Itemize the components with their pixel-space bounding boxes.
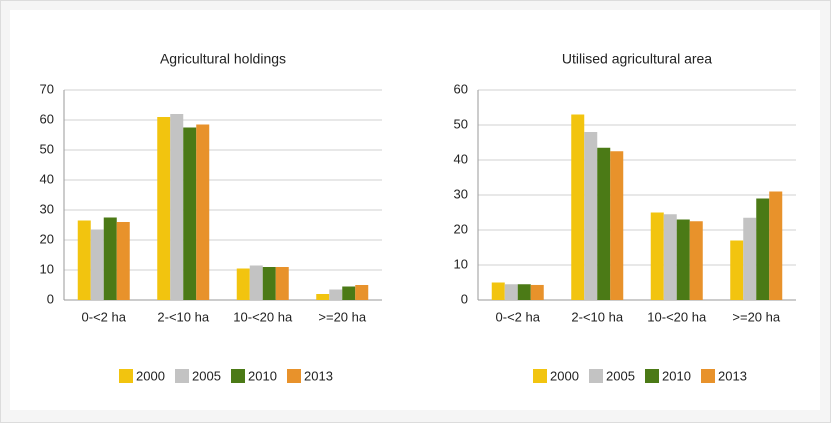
y-tick-label: 0 [461, 291, 468, 306]
y-tick-label: 20 [454, 221, 468, 236]
legend-swatch [589, 369, 603, 383]
bar [530, 284, 544, 300]
y-tick-label: 60 [454, 81, 468, 96]
bar [676, 219, 690, 300]
bar [743, 217, 757, 300]
legend-swatch [701, 369, 715, 383]
bar [116, 222, 130, 300]
bar [183, 127, 197, 300]
legend-swatch [287, 369, 301, 383]
bar [170, 114, 184, 300]
x-tick-label: 0-<2 ha [496, 309, 541, 324]
legend-label: 2005 [606, 368, 635, 383]
bar [355, 285, 369, 300]
bar [316, 294, 330, 300]
legend-swatch [119, 369, 133, 383]
bar [689, 221, 703, 300]
bar [275, 267, 289, 300]
y-tick-label: 40 [40, 171, 54, 186]
y-tick-label: 10 [40, 261, 54, 276]
bar [157, 117, 171, 300]
bar [650, 212, 664, 300]
bar [90, 229, 104, 300]
chart-title: Utilised agricultural area [562, 51, 712, 67]
bar [584, 132, 598, 300]
bar [342, 286, 356, 300]
bar [571, 114, 585, 300]
legend-label: 2013 [304, 368, 333, 383]
y-tick-label: 50 [40, 141, 54, 156]
y-tick-label: 0 [47, 291, 54, 306]
legend-swatch [645, 369, 659, 383]
x-tick-label: 2-<10 ha [157, 309, 209, 324]
legend-swatch [175, 369, 189, 383]
bar [491, 282, 505, 300]
x-tick-label: 2-<10 ha [571, 309, 623, 324]
bar [504, 284, 518, 300]
y-tick-label: 40 [454, 151, 468, 166]
bar [196, 124, 210, 300]
x-tick-label: 10-<20 ha [647, 309, 707, 324]
x-tick-label: >=20 ha [318, 309, 366, 324]
legend-swatch [533, 369, 547, 383]
legend-swatch [231, 369, 245, 383]
bar [329, 289, 343, 300]
bar [610, 151, 624, 300]
legend-label: 2010 [662, 368, 691, 383]
y-tick-label: 60 [40, 111, 54, 126]
bar [77, 220, 91, 300]
y-tick-label: 70 [40, 81, 54, 96]
x-tick-label: 10-<20 ha [233, 309, 293, 324]
x-tick-label: 0-<2 ha [82, 309, 127, 324]
bar [517, 284, 531, 300]
legend-label: 2005 [192, 368, 221, 383]
y-tick-label: 30 [454, 186, 468, 201]
legend-label: 2010 [248, 368, 277, 383]
x-tick-label: >=20 ha [732, 309, 780, 324]
legend-label: 2000 [550, 368, 579, 383]
bar [769, 191, 783, 300]
y-tick-label: 20 [40, 231, 54, 246]
bar [262, 267, 276, 300]
legend-label: 2013 [718, 368, 747, 383]
bar [597, 147, 611, 300]
bar [249, 265, 263, 300]
bar [730, 240, 744, 300]
bar [663, 214, 677, 300]
chart-title: Agricultural holdings [160, 51, 286, 67]
y-tick-label: 30 [40, 201, 54, 216]
bar [756, 198, 770, 300]
bar [236, 268, 250, 300]
legend-label: 2000 [136, 368, 165, 383]
y-tick-label: 50 [454, 116, 468, 131]
bar [103, 217, 117, 300]
y-tick-label: 10 [454, 256, 468, 271]
